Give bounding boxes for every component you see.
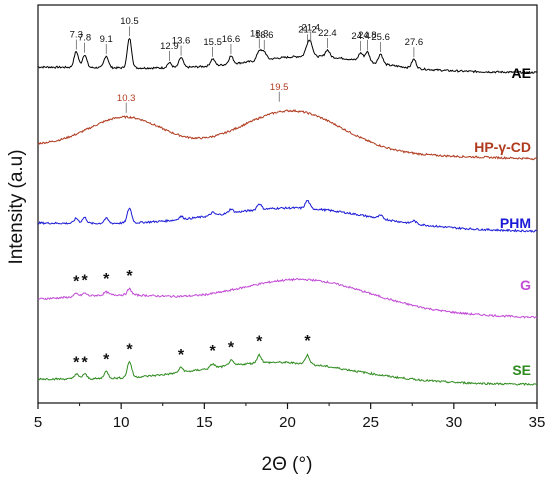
series-line bbox=[37, 37, 538, 74]
peak-star-marker: * bbox=[178, 347, 185, 364]
peak-label: 16.6 bbox=[222, 34, 241, 45]
peak-label: 9.1 bbox=[100, 34, 113, 45]
series-line bbox=[37, 200, 538, 233]
peak-star-marker: * bbox=[304, 333, 311, 350]
peak-label: 10.5 bbox=[120, 16, 139, 27]
peak-label: 21.2 bbox=[298, 24, 317, 35]
series-name-label: PHM bbox=[500, 215, 531, 231]
peak-label: 12.9 bbox=[160, 41, 179, 52]
peak-star-marker: * bbox=[73, 355, 80, 372]
peak-label: 27.6 bbox=[405, 37, 424, 48]
x-tick-label: 30 bbox=[445, 414, 462, 431]
peak-star-marker: * bbox=[81, 354, 88, 371]
series-name-label: G bbox=[520, 277, 531, 293]
peak-star-marker: * bbox=[73, 274, 80, 291]
peak-label: 24.8 bbox=[358, 30, 377, 41]
peak-label: 7.3 bbox=[70, 30, 83, 41]
peak-label: 15.5 bbox=[203, 37, 222, 48]
y-axis-title: Intensity (a.u) bbox=[6, 149, 27, 264]
peak-star-marker: * bbox=[256, 334, 263, 351]
x-tick-label: 35 bbox=[529, 414, 546, 431]
peak-label: 18.6 bbox=[255, 30, 274, 41]
plot-frame bbox=[37, 4, 538, 404]
peak-label: 13.6 bbox=[172, 36, 191, 47]
peak-star-marker: * bbox=[103, 271, 110, 288]
x-tick-label: 20 bbox=[279, 414, 296, 431]
series-name-label: AE bbox=[512, 65, 531, 81]
x-axis-title: 2Θ (°) bbox=[262, 454, 313, 475]
peak-label: 18.3 bbox=[250, 28, 269, 39]
series-line bbox=[37, 277, 538, 319]
peak-label: 24.4 bbox=[351, 31, 370, 42]
x-tick-label: 5 bbox=[34, 414, 42, 431]
peak-star-marker: * bbox=[81, 273, 88, 290]
peak-annotations: AE 7.37.8 9.1 10.5 12.913.6 15.5 16.6 18.318.6 2… bbox=[70, 16, 531, 378]
x-tick-label: 15 bbox=[196, 414, 213, 431]
peak-label: 10.3 bbox=[117, 93, 136, 104]
plot-axes: 5 10 15 20 25 30 35 bbox=[34, 4, 546, 431]
peak-star-marker: * bbox=[103, 352, 110, 369]
series-traces bbox=[37, 37, 538, 387]
peak-label: 7.8 bbox=[78, 33, 91, 44]
series-name-label: HP-γ-CD bbox=[474, 139, 531, 155]
peak-star-marker: * bbox=[210, 343, 217, 360]
series-line bbox=[37, 353, 538, 387]
series-line bbox=[37, 108, 538, 161]
peak-label: 22.4 bbox=[318, 28, 337, 39]
peak-label: 19.5 bbox=[270, 82, 289, 93]
peak-star-marker: * bbox=[126, 342, 133, 359]
x-tick-label: 10 bbox=[113, 414, 130, 431]
peak-label: 21.4 bbox=[302, 22, 321, 33]
peak-label: 25.6 bbox=[371, 32, 390, 43]
series-name-label: SE bbox=[512, 362, 531, 378]
peak-star-marker: * bbox=[126, 268, 133, 285]
peak-star-marker: * bbox=[228, 339, 235, 356]
x-tick-label: 25 bbox=[362, 414, 379, 431]
